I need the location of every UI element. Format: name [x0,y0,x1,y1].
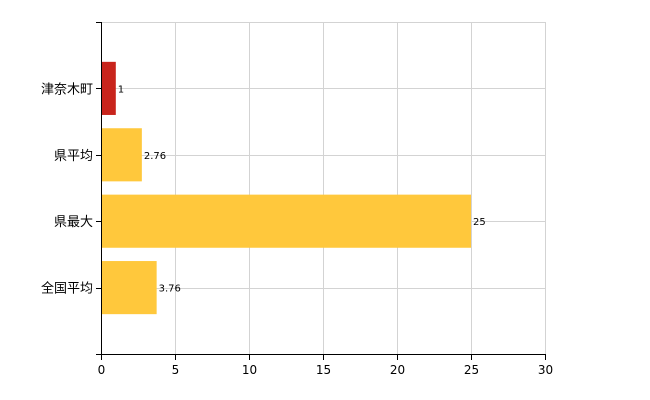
grid-lines [101,22,546,354]
x-tick-label-5: 5 [172,363,180,377]
x-tick-label-15: 15 [316,363,331,377]
value-label-1: 2.76 [144,151,166,162]
category-label-0: 津奈木町 [41,82,93,97]
bar-2 [101,194,471,248]
axes [96,22,546,360]
x-tick-label-30: 30 [538,363,553,377]
x-tick-label-0: 0 [98,363,106,377]
bar-3 [101,261,157,315]
value-label-2: 25 [473,217,486,228]
x-tick-label-20: 20 [390,363,405,377]
x-tick-label-25: 25 [464,363,479,377]
bar-1 [101,128,142,182]
category-label-2: 県最大 [54,215,93,230]
x-tick-label-10: 10 [242,363,257,377]
bars [101,61,471,315]
category-label-3: 全国平均 [41,281,93,297]
bar-0 [101,61,116,115]
value-label-0: 1 [118,84,124,95]
category-label-1: 県平均 [54,149,93,164]
value-label-3: 3.76 [159,284,181,295]
